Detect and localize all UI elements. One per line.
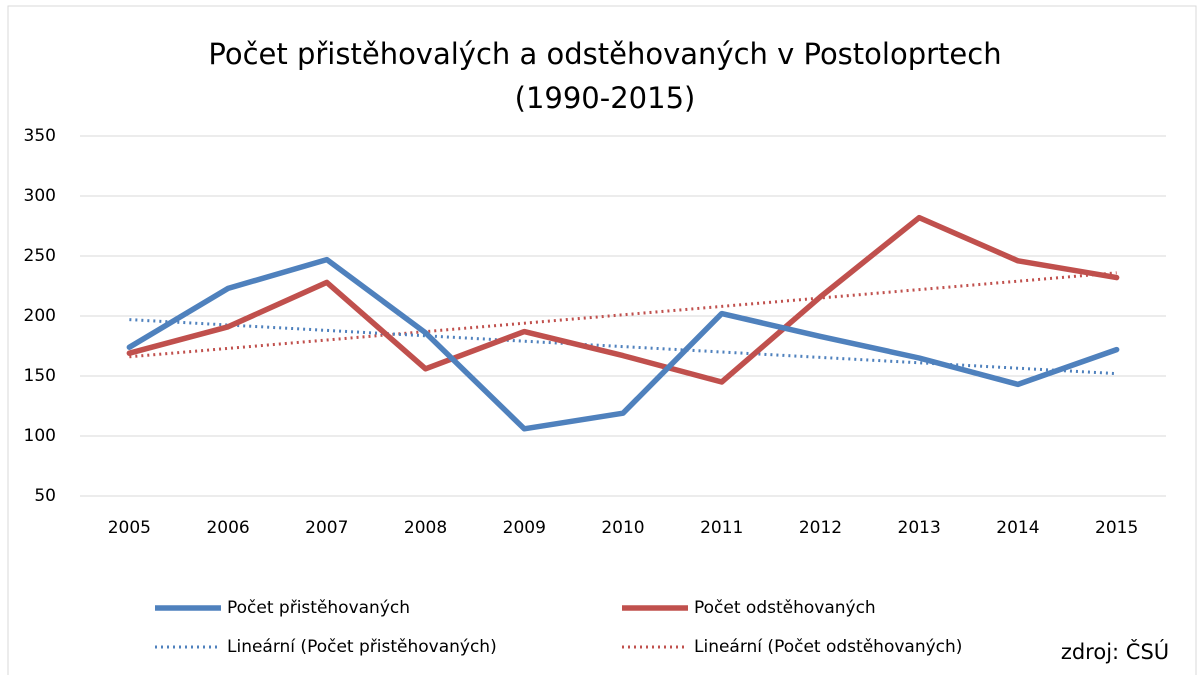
y-tick-label: 100 [24, 426, 56, 446]
y-tick-label: 350 [24, 126, 56, 146]
y-tick-label: 300 [24, 186, 56, 206]
chart-title: Počet přistěhovalých a odstěhovaných v P… [208, 37, 1001, 71]
y-tick-label: 200 [24, 306, 56, 326]
x-tick-label: 2015 [1095, 518, 1138, 538]
chart-title: (1990-2015) [515, 81, 696, 115]
legend-label: Lineární (Počet přistěhovaných) [227, 637, 497, 657]
x-tick-label: 2006 [206, 518, 249, 538]
legend-label: Počet odstěhovaných [694, 598, 876, 618]
line-series [126, 256, 1120, 432]
x-tick-label: 2011 [700, 518, 743, 538]
line-series [126, 214, 1120, 385]
y-tick-label: 150 [24, 366, 56, 386]
y-tick-label: 50 [34, 486, 56, 506]
x-tick-label: 2014 [996, 518, 1039, 538]
x-tick-label: 2007 [305, 518, 348, 538]
annotation: zdroj: ČSÚ [1061, 639, 1169, 664]
x-tick-label: 2010 [601, 518, 644, 538]
legend-label: Počet přistěhovaných [227, 598, 410, 618]
x-tick-label: 2009 [503, 518, 546, 538]
legend-label: Lineární (Počet odstěhovaných) [694, 637, 962, 657]
chart-border [7, 5, 1197, 675]
x-tick-label: 2013 [898, 518, 941, 538]
x-tick-label: 2005 [108, 518, 151, 538]
y-tick-label: 250 [24, 246, 56, 266]
x-tick-label: 2012 [799, 518, 842, 538]
x-tick-label: 2008 [404, 518, 447, 538]
